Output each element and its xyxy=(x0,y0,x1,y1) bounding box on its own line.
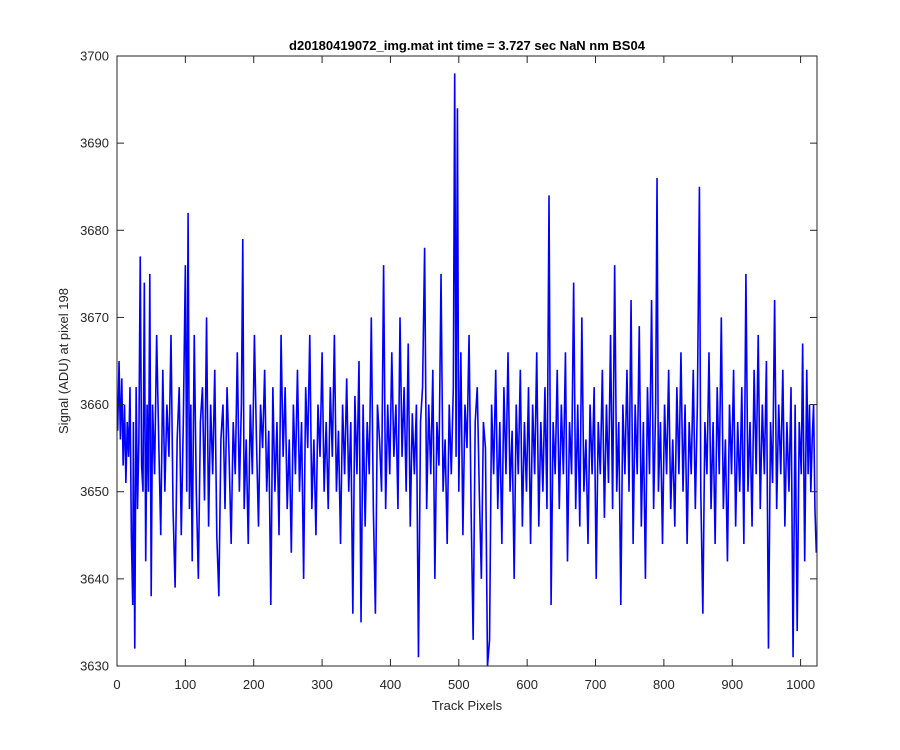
x-tick-label: 700 xyxy=(585,677,607,692)
y-tick-label: 3680 xyxy=(80,223,109,238)
y-tick-label: 3670 xyxy=(80,310,109,325)
x-axis-label: Track Pixels xyxy=(432,698,503,713)
x-tick-label: 0 xyxy=(113,677,120,692)
y-tick-label: 3640 xyxy=(80,571,109,586)
plot-area-background xyxy=(117,56,817,666)
x-tick-label: 1000 xyxy=(786,677,815,692)
y-tick-label: 3700 xyxy=(80,49,109,64)
x-axis-ticks: 0 100 200 300 400 500 600 700 800 900 1000 xyxy=(113,56,815,692)
x-tick-label: 500 xyxy=(448,677,470,692)
series-line-1 xyxy=(116,73,818,667)
y-tick-label: 3690 xyxy=(80,136,109,151)
x-tick-label: 200 xyxy=(243,677,265,692)
x-tick-label: 400 xyxy=(380,677,402,692)
x-tick-label: 900 xyxy=(721,677,743,692)
y-tick-label: 3630 xyxy=(80,659,109,674)
series-layer xyxy=(116,73,818,667)
x-tick-label: 600 xyxy=(516,677,538,692)
y-tick-label: 3650 xyxy=(80,484,109,499)
chart-title: d20180419072_img.mat int time = 3.727 se… xyxy=(289,38,646,53)
y-axis-ticks: 3630 3640 3650 3660 3670 3680 3690 3700 xyxy=(80,49,817,674)
plot-area-frame xyxy=(116,55,818,667)
x-tick-label: 300 xyxy=(311,677,333,692)
x-tick-label: 800 xyxy=(653,677,675,692)
y-tick-label: 3660 xyxy=(80,397,109,412)
x-tick-label: 100 xyxy=(175,677,197,692)
y-axis-label: Signal (ADU) at pixel 198 xyxy=(56,288,71,434)
